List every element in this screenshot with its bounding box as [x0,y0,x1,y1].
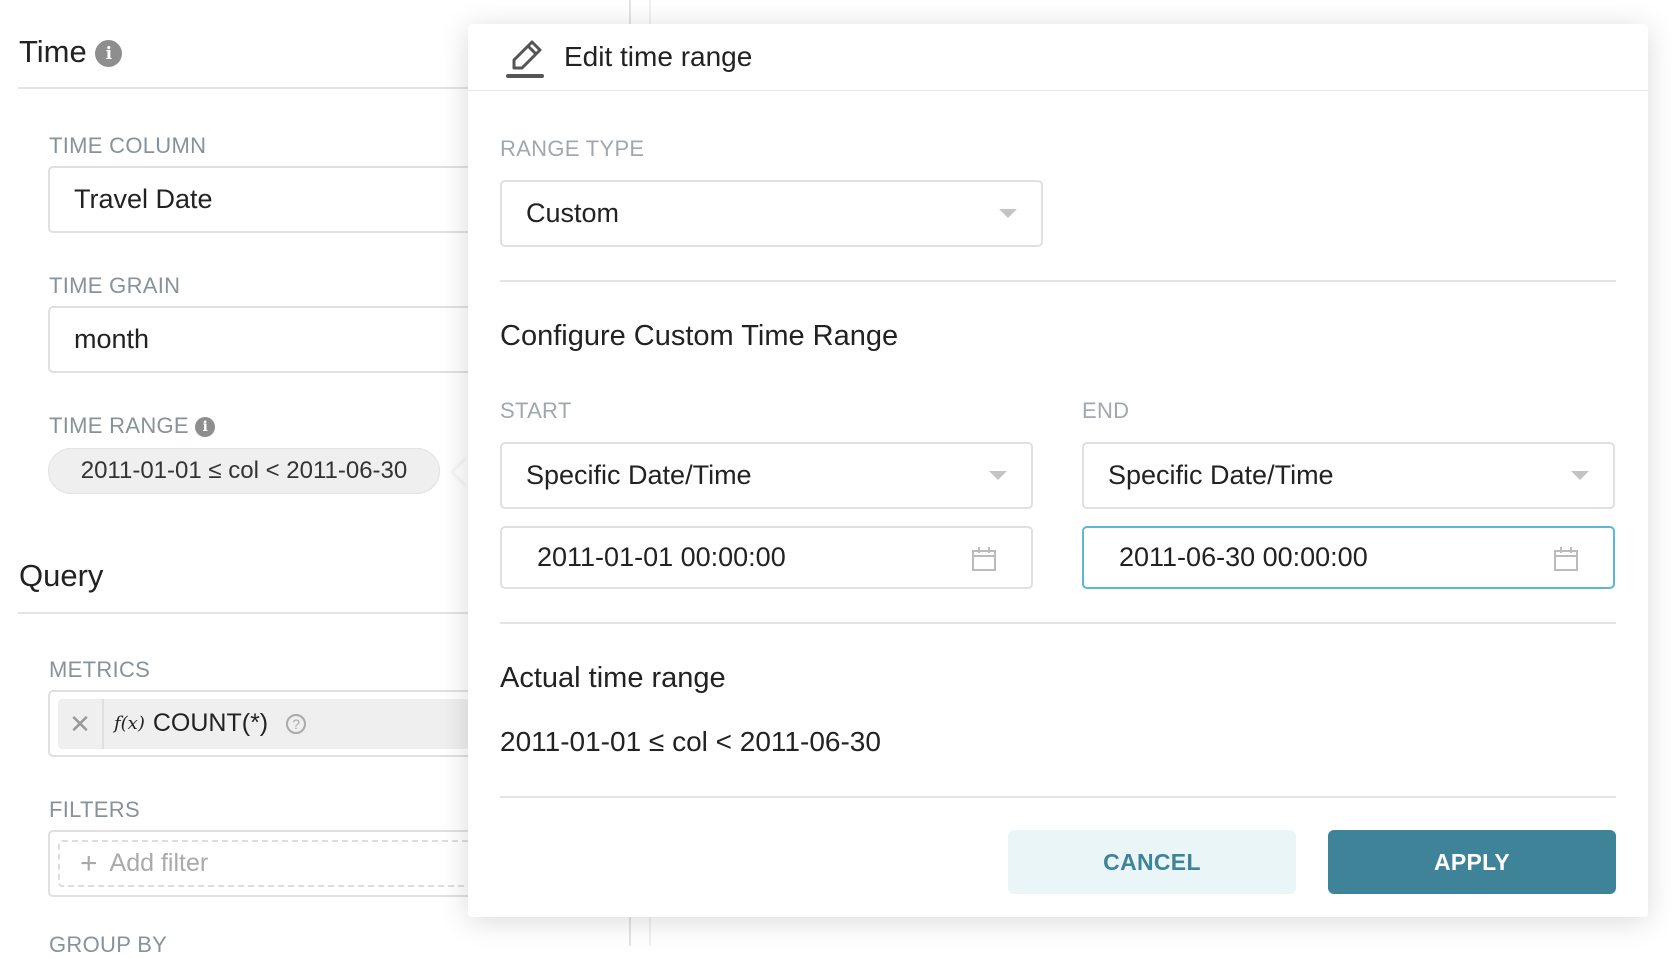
start-mode-select[interactable]: Specific Date/Time [500,442,1033,509]
fx-icon: f(x) [114,713,145,734]
apply-button[interactable]: APPLY [1328,830,1616,894]
time-range-value: 2011-01-01 ≤ col < 2011-06-30 [80,457,408,484]
filters-field: + Add filter [48,830,488,897]
time-section-title: Time i [19,34,123,70]
time-range-label-text: TIME RANGE [49,413,189,438]
caret-down-icon [1571,471,1589,480]
query-section-title: Query [19,558,104,593]
end-date-value: 2011-06-30 00:00:00 [1119,542,1368,572]
add-filter-label: Add filter [109,849,209,877]
time-range-pill[interactable]: 2011-01-01 ≤ col < 2011-06-30 [48,448,440,494]
time-column-label: TIME COLUMN [49,133,207,158]
metrics-label: METRICS [49,657,151,682]
start-date-input[interactable]: 2011-01-01 00:00:00 [500,526,1033,589]
start-mode-value: Specific Date/Time [526,460,752,490]
divider [500,622,1616,624]
actual-range-value: 2011-01-01 ≤ col < 2011-06-30 [500,726,881,757]
edit-time-range-dialog: Edit time range RANGE TYPE Custom Config… [468,24,1648,917]
time-column-value: Travel Date [74,184,213,214]
plus-icon: + [80,846,98,880]
caret-down-icon [989,471,1007,480]
info-icon[interactable]: i [95,40,123,68]
actual-range-heading: Actual time range [500,662,726,694]
metric-chip[interactable]: ✕ f(x) COUNT(*) ? [58,698,478,749]
start-label: START [500,398,572,423]
custom-range-heading: Configure Custom Time Range [500,320,899,352]
time-column-select[interactable]: Travel Date [48,166,488,233]
divider [500,796,1616,798]
divider [18,87,478,89]
help-icon[interactable]: ? [286,713,307,734]
remove-metric-icon[interactable]: ✕ [58,698,104,749]
metric-name: COUNT(*) [152,709,269,737]
end-label: END [1082,398,1130,423]
end-mode-value: Specific Date/Time [1108,460,1334,490]
time-grain-value: month [74,324,150,354]
pencil-icon [506,40,544,78]
info-icon[interactable]: i [195,417,216,438]
dialog-title: Edit time range [564,41,753,72]
end-mode-select[interactable]: Specific Date/Time [1082,442,1615,509]
range-type-label: RANGE TYPE [500,136,645,161]
cancel-button[interactable]: CANCEL [1008,830,1296,894]
filters-label: FILTERS [49,797,140,822]
calendar-icon[interactable] [1553,546,1579,572]
time-grain-select[interactable]: month [48,306,488,373]
metrics-field[interactable]: ✕ f(x) COUNT(*) ? [48,690,488,757]
time-title-text: Time [19,34,87,69]
group-by-label: GROUP BY [49,932,168,957]
start-date-value: 2011-01-01 00:00:00 [537,542,786,572]
calendar-icon[interactable] [971,546,997,572]
caret-down-icon [999,209,1017,218]
range-type-select[interactable]: Custom [500,180,1043,247]
time-grain-label: TIME GRAIN [49,273,181,298]
divider [18,612,478,614]
divider [468,90,1648,91]
end-date-input[interactable]: 2011-06-30 00:00:00 [1082,526,1615,589]
range-type-value: Custom [526,198,620,228]
time-range-label: TIME RANGE i [49,413,216,439]
divider [500,280,1616,282]
add-filter-button[interactable]: + Add filter [58,840,478,887]
